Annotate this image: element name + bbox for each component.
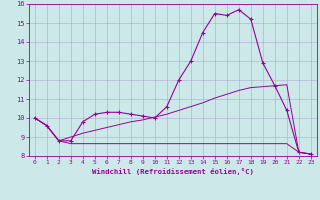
X-axis label: Windchill (Refroidissement éolien,°C): Windchill (Refroidissement éolien,°C): [92, 168, 254, 175]
